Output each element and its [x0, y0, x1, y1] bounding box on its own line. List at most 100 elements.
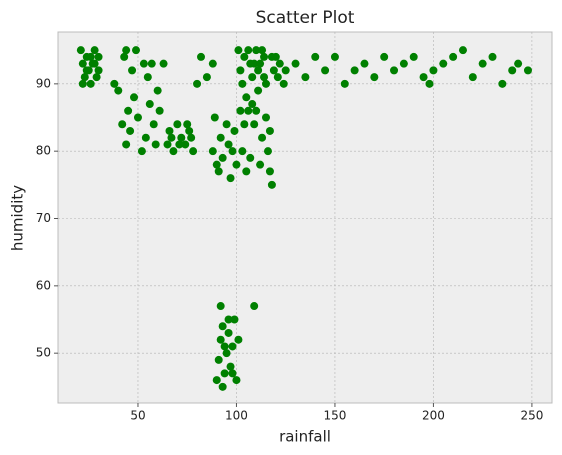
- point: [228, 342, 237, 351]
- point: [262, 79, 270, 88]
- point: [218, 322, 227, 331]
- point: [468, 73, 477, 82]
- point: [256, 59, 265, 68]
- point: [222, 349, 231, 358]
- point: [246, 153, 255, 162]
- point: [208, 59, 217, 68]
- point: [281, 66, 290, 75]
- y-axis-label: humidity: [9, 185, 27, 251]
- point: [218, 153, 227, 162]
- point: [210, 113, 219, 122]
- point: [258, 133, 267, 142]
- point: [242, 93, 251, 102]
- point: [122, 140, 131, 149]
- point: [244, 46, 253, 55]
- x-tick-label: 150: [323, 409, 346, 423]
- x-tick-label: 50: [130, 409, 145, 423]
- point: [330, 52, 339, 61]
- point: [118, 120, 127, 129]
- point: [202, 73, 211, 82]
- point: [267, 52, 276, 61]
- point: [212, 376, 221, 385]
- point: [143, 73, 152, 82]
- y-tick-label: 90: [36, 76, 51, 90]
- point: [159, 59, 168, 68]
- point: [238, 147, 247, 156]
- point: [226, 362, 235, 371]
- point: [254, 86, 263, 95]
- point: [267, 180, 276, 189]
- point: [133, 113, 142, 122]
- point: [120, 52, 129, 61]
- point: [273, 73, 282, 82]
- point: [252, 46, 261, 55]
- point: [449, 52, 458, 61]
- point: [82, 66, 91, 75]
- point: [508, 66, 517, 75]
- point: [224, 315, 233, 324]
- point: [478, 59, 487, 68]
- point: [232, 376, 241, 385]
- point: [137, 147, 146, 156]
- point: [208, 147, 217, 156]
- point: [226, 174, 235, 183]
- point: [183, 120, 192, 129]
- point: [458, 46, 467, 55]
- point: [222, 120, 231, 129]
- point: [265, 126, 274, 135]
- point: [265, 167, 274, 176]
- point: [230, 126, 239, 135]
- point: [242, 167, 251, 176]
- point: [425, 79, 434, 88]
- point: [139, 59, 148, 68]
- point: [429, 66, 438, 75]
- point: [321, 66, 330, 75]
- point: [126, 126, 135, 135]
- point: [228, 147, 237, 156]
- point: [193, 79, 202, 88]
- point: [187, 133, 196, 142]
- point: [409, 52, 418, 61]
- point: [250, 302, 259, 311]
- point: [399, 59, 408, 68]
- point: [141, 133, 150, 142]
- point: [380, 52, 389, 61]
- point: [216, 335, 225, 344]
- x-tick-label: 100: [225, 409, 248, 423]
- point: [149, 120, 158, 129]
- point: [90, 59, 99, 68]
- point: [189, 147, 198, 156]
- point: [419, 73, 428, 82]
- point: [94, 52, 103, 61]
- point: [224, 140, 233, 149]
- point: [234, 46, 243, 55]
- point: [244, 106, 253, 115]
- point: [350, 66, 359, 75]
- point: [218, 382, 227, 391]
- point: [311, 52, 320, 61]
- point: [132, 46, 140, 55]
- point: [240, 120, 249, 129]
- point: [214, 167, 223, 176]
- y-tick-label: 50: [36, 346, 51, 360]
- point: [260, 52, 269, 61]
- point: [275, 59, 284, 68]
- point: [248, 73, 257, 82]
- y-tick-label: 80: [36, 144, 51, 158]
- point: [155, 106, 164, 115]
- point: [86, 79, 95, 88]
- point: [370, 73, 379, 82]
- point: [169, 147, 178, 156]
- point: [110, 79, 119, 88]
- point: [78, 79, 87, 88]
- point: [128, 66, 137, 75]
- point: [220, 342, 229, 351]
- point: [260, 73, 269, 82]
- point: [185, 126, 194, 135]
- point: [360, 59, 369, 68]
- point: [340, 79, 349, 88]
- point: [94, 66, 103, 75]
- point: [214, 355, 223, 364]
- point: [240, 52, 249, 61]
- point: [262, 113, 270, 122]
